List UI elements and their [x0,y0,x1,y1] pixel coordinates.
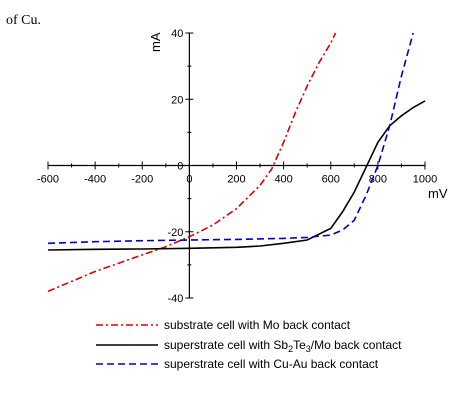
legend-entry-superstrate-cuau: superstrate cell with Cu-Au back contact [96,357,379,371]
series-superstrate-cuau [47,32,414,245]
x-tick-label: -400 [84,174,106,186]
x-ticks: -600 -400 -200 0 200 400 600 800 1000 [37,161,437,186]
legend: substrate cell with Mo back contact supe… [96,318,402,371]
legend-label-subscript: 2 [288,344,293,354]
legend-label-part: /Mo back contact [311,338,402,352]
y-axis-label: mA [148,32,163,52]
y-tick-label: 20 [171,94,183,106]
y-tick-label: -20 [167,227,183,239]
x-tick-label: -600 [37,174,59,186]
caption-fragment: of Cu. [6,13,41,28]
x-axis-label: mV [428,186,448,201]
legend-label-superstrate-cuau: superstrate cell with Cu-Au back contact [164,357,379,371]
legend-entry-substrate-mo: substrate cell with Mo back contact [96,318,351,332]
x-tick-label: 1000 [413,174,437,186]
legend-entry-superstrate-sbte: superstrate cell with Sb2Te3/Mo back con… [96,338,402,354]
legend-label-substrate-mo: substrate cell with Mo back contact [164,318,351,332]
y-tick-label: 40 [171,28,183,40]
series-substrate-mo [47,32,337,293]
x-tick-label: -200 [131,174,153,186]
legend-label-part: Te [293,338,306,352]
x-tick-label: 400 [274,174,292,186]
x-tick-label: 0 [186,174,192,186]
y-ticks: -40 -20 0 20 40 [167,28,194,305]
series-superstrate-sbte [47,100,426,251]
x-tick-label: 600 [322,174,340,186]
axes: -600 -400 -200 0 200 400 600 800 1000 -40-200204… [37,28,448,305]
legend-label-superstrate-sbte: superstrate cell with Sb2Te3/Mo back con… [164,338,402,354]
x-tick-label: 200 [227,174,245,186]
y-tick-label: -40 [167,293,183,305]
y-tick-label: 0 [177,161,183,173]
x-tick-label: 800 [369,174,387,186]
legend-label-part: superstrate cell with Sb [164,338,288,352]
series-layer [47,32,426,293]
legend-label-subscript: 3 [306,344,311,354]
